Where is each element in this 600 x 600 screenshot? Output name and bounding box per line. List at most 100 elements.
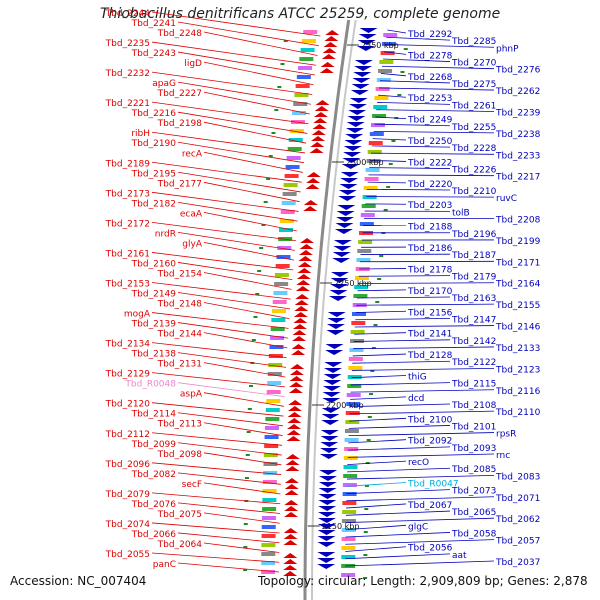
gene-label-line bbox=[346, 503, 407, 509]
reverse-gene-arrow bbox=[352, 78, 371, 83]
annotation-bar bbox=[295, 84, 310, 88]
gene-label-line bbox=[151, 552, 280, 563]
annotation-bar bbox=[285, 165, 300, 169]
forward-gene-arrow bbox=[283, 553, 298, 558]
reverse-gene-arrow bbox=[318, 500, 337, 505]
annotation-bar bbox=[364, 177, 379, 181]
annotation-bar bbox=[298, 66, 313, 70]
tick-mark bbox=[251, 339, 256, 341]
gene-label-right: Tbd_2146 bbox=[495, 323, 541, 333]
annotation-bar bbox=[373, 105, 388, 109]
gene-label-line bbox=[349, 417, 407, 422]
gene-label-line bbox=[151, 402, 284, 417]
gene-label-left: Tbd_2113 bbox=[157, 420, 202, 430]
gene-label-right: Tbd_2255 bbox=[451, 123, 496, 133]
annotation-bar bbox=[349, 348, 364, 352]
annotation-bar bbox=[372, 114, 387, 118]
map-title: Thiobacillus denitrificans ATCC 25259, c… bbox=[100, 6, 501, 22]
forward-gene-arrow bbox=[284, 478, 299, 483]
gene-label-right: Tbd_2239 bbox=[495, 108, 541, 118]
tick-mark bbox=[261, 224, 266, 226]
gene-label-left: Tbd_2221 bbox=[105, 99, 150, 109]
gene-label-right: Tbd_2261 bbox=[451, 101, 496, 111]
gene-label-line bbox=[353, 346, 495, 350]
gene-label-left: Tbd_2114 bbox=[131, 410, 177, 420]
gene-label-line bbox=[203, 121, 307, 144]
forward-gene-arrow bbox=[296, 280, 311, 285]
gene-label-left: Tbd_2112 bbox=[105, 430, 150, 440]
reverse-gene-arrow bbox=[318, 494, 337, 499]
gene-label-left: Tbd_2099 bbox=[131, 440, 177, 450]
annotation-bar bbox=[361, 204, 376, 208]
forward-gene-arrow bbox=[319, 68, 334, 73]
reverse-gene-arrow bbox=[329, 284, 348, 289]
gene-label-line bbox=[368, 174, 495, 177]
gene-label-line bbox=[385, 44, 495, 48]
annotation-bar bbox=[344, 438, 359, 442]
gene-label-right: Tbd_2208 bbox=[495, 216, 541, 226]
gene-label-line bbox=[151, 312, 289, 329]
gene-label-line bbox=[151, 71, 313, 95]
annotation-bar bbox=[303, 30, 318, 34]
reverse-gene-arrow bbox=[346, 122, 365, 127]
gene-label-line bbox=[347, 460, 407, 465]
annotation-bar bbox=[369, 132, 384, 136]
gene-label-line bbox=[177, 532, 280, 544]
gene-label-right: rpsR bbox=[496, 430, 516, 440]
gene-label-right: Tbd_2155 bbox=[495, 301, 540, 311]
forward-gene-arrow bbox=[303, 206, 318, 211]
forward-gene-arrow bbox=[294, 300, 309, 305]
gene-label-line bbox=[382, 65, 495, 70]
forward-gene-arrow bbox=[283, 528, 298, 533]
gene-label-right: aat bbox=[452, 551, 467, 561]
annotation-bar bbox=[272, 309, 287, 313]
reverse-gene-arrow bbox=[317, 524, 336, 529]
tick-mark bbox=[364, 508, 369, 510]
gene-label-right: Tbd_2292 bbox=[407, 30, 452, 40]
gene-label-right: Tbd_2115 bbox=[451, 380, 496, 390]
forward-gene-arrow bbox=[283, 565, 298, 570]
annotation-bar bbox=[341, 528, 356, 532]
annotation-bar bbox=[262, 507, 277, 511]
accession-text: Accession: NC_007404 bbox=[10, 574, 147, 588]
gene-label-line bbox=[359, 268, 407, 270]
forward-gene-arrow bbox=[313, 118, 328, 123]
gene-label-right: phnP bbox=[496, 44, 519, 54]
gene-label-line bbox=[177, 232, 295, 251]
gene-label-right: Tbd_2210 bbox=[451, 187, 497, 197]
gene-label-line bbox=[348, 425, 451, 429]
reverse-gene-arrow bbox=[318, 512, 337, 517]
gene-label-line bbox=[380, 80, 451, 84]
gene-label-line bbox=[350, 389, 495, 393]
tick-mark bbox=[375, 301, 380, 303]
reverse-gene-arrow bbox=[340, 178, 359, 183]
annotation-bar bbox=[280, 210, 295, 214]
gene-label-line bbox=[351, 382, 451, 386]
gene-label-right: Tbd_2170 bbox=[407, 287, 453, 297]
gene-label-line bbox=[345, 560, 495, 567]
gene-label-left: Tbd_2144 bbox=[157, 330, 203, 340]
forward-gene-arrow bbox=[310, 136, 325, 141]
gene-label-left: nrdR bbox=[155, 229, 176, 239]
annotation-bar bbox=[341, 555, 356, 559]
annotation-bar bbox=[270, 336, 285, 340]
reverse-gene-arrow bbox=[358, 34, 377, 39]
gene-label-line bbox=[345, 532, 451, 538]
gene-label-left: Tbd_2148 bbox=[157, 300, 203, 310]
forward-gene-arrow bbox=[288, 400, 303, 405]
gene-label-line bbox=[177, 201, 298, 222]
reverse-gene-arrow bbox=[323, 368, 342, 373]
gene-label-right: Tbd_2179 bbox=[451, 273, 497, 283]
annotation-bar bbox=[354, 276, 369, 280]
annotation-bar bbox=[348, 357, 363, 361]
gene-label-line bbox=[203, 302, 290, 320]
gene-label-line bbox=[203, 242, 295, 261]
annotation-bar bbox=[267, 372, 282, 376]
reverse-gene-arrow bbox=[329, 290, 348, 295]
reverse-gene-arrow bbox=[349, 98, 368, 103]
gene-label-right: Tbd_2238 bbox=[495, 130, 541, 140]
gene-label-right: Tbd_R0047 bbox=[407, 480, 459, 490]
gene-label-line bbox=[345, 524, 407, 531]
gene-label-right: Tbd_2188 bbox=[407, 223, 453, 233]
